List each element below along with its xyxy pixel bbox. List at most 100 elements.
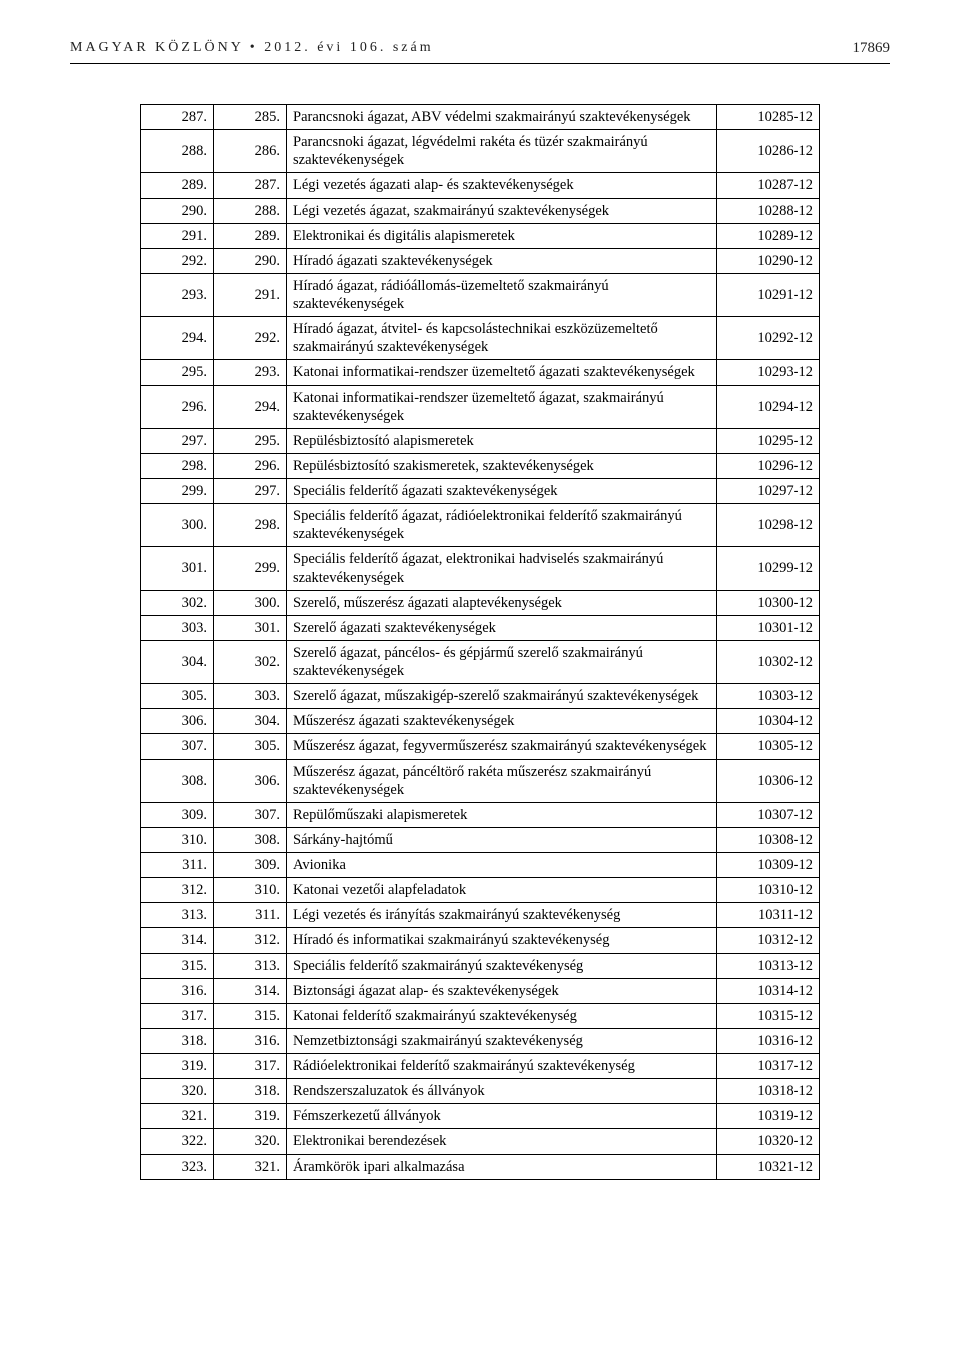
header-divider: [70, 63, 890, 64]
row-index-b: 316.: [214, 1028, 287, 1053]
row-description: Katonai felderítő szakmairányú szaktevék…: [287, 1003, 717, 1028]
row-code: 10291-12: [717, 273, 820, 316]
row-description: Légi vezetés és irányítás szakmairányú s…: [287, 903, 717, 928]
row-index-a: 292.: [141, 248, 214, 273]
row-index-a: 323.: [141, 1154, 214, 1179]
page-header: MAGYAR KÖZLÖNY • 2012. évi 106. szám 178…: [70, 40, 890, 57]
row-code: 10317-12: [717, 1054, 820, 1079]
row-index-b: 312.: [214, 928, 287, 953]
row-code: 10297-12: [717, 479, 820, 504]
table-row: 293.291.Híradó ágazat, rádióállomás-üzem…: [141, 273, 820, 316]
row-index-a: 295.: [141, 360, 214, 385]
table-row: 296.294.Katonai informatikai-rendszer üz…: [141, 385, 820, 428]
table-row: 322.320.Elektronikai berendezések10320-1…: [141, 1129, 820, 1154]
row-index-a: 302.: [141, 590, 214, 615]
table-row: 308.306.Műszerész ágazat, páncéltörő rak…: [141, 759, 820, 802]
row-index-a: 319.: [141, 1054, 214, 1079]
row-index-b: 319.: [214, 1104, 287, 1129]
row-code: 10310-12: [717, 878, 820, 903]
row-description: Avionika: [287, 853, 717, 878]
table-row: 289.287.Légi vezetés ágazati alap- és sz…: [141, 173, 820, 198]
row-index-a: 309.: [141, 802, 214, 827]
row-index-a: 301.: [141, 547, 214, 590]
row-index-a: 308.: [141, 759, 214, 802]
row-code: 10288-12: [717, 198, 820, 223]
row-index-a: 291.: [141, 223, 214, 248]
table-row: 313.311.Légi vezetés és irányítás szakma…: [141, 903, 820, 928]
row-index-b: 320.: [214, 1129, 287, 1154]
row-index-b: 300.: [214, 590, 287, 615]
row-code: 10287-12: [717, 173, 820, 198]
row-index-a: 298.: [141, 453, 214, 478]
row-code: 10304-12: [717, 709, 820, 734]
row-index-a: 322.: [141, 1129, 214, 1154]
row-index-b: 303.: [214, 684, 287, 709]
table-row: 301.299.Speciális felderítő ágazat, elek…: [141, 547, 820, 590]
row-code: 10296-12: [717, 453, 820, 478]
table-row: 323.321.Áramkörök ipari alkalmazása10321…: [141, 1154, 820, 1179]
row-index-b: 297.: [214, 479, 287, 504]
row-description: Rendszerszaluzatok és állványok: [287, 1079, 717, 1104]
row-index-a: 294.: [141, 317, 214, 360]
row-index-a: 316.: [141, 978, 214, 1003]
row-code: 10303-12: [717, 684, 820, 709]
table-row: 297.295.Repülésbiztosító alapismeretek10…: [141, 428, 820, 453]
row-description: Repülésbiztosító alapismeretek: [287, 428, 717, 453]
row-index-b: 307.: [214, 802, 287, 827]
row-index-a: 315.: [141, 953, 214, 978]
row-index-a: 320.: [141, 1079, 214, 1104]
row-index-a: 299.: [141, 479, 214, 504]
row-index-a: 303.: [141, 615, 214, 640]
row-code: 10301-12: [717, 615, 820, 640]
row-description: Speciális felderítő ágazat, elektronikai…: [287, 547, 717, 590]
data-table: 287.285.Parancsnoki ágazat, ABV védelmi …: [140, 104, 820, 1180]
row-description: Szerelő, műszerész ágazati alaptevékenys…: [287, 590, 717, 615]
table-row: 311.309.Avionika10309-12: [141, 853, 820, 878]
row-description: Elektronikai berendezések: [287, 1129, 717, 1154]
row-index-b: 321.: [214, 1154, 287, 1179]
row-index-b: 301.: [214, 615, 287, 640]
row-index-b: 288.: [214, 198, 287, 223]
row-index-b: 289.: [214, 223, 287, 248]
row-index-b: 313.: [214, 953, 287, 978]
row-index-b: 290.: [214, 248, 287, 273]
table-row: 300.298.Speciális felderítő ágazat, rádi…: [141, 504, 820, 547]
row-index-b: 294.: [214, 385, 287, 428]
row-code: 10298-12: [717, 504, 820, 547]
row-index-a: 317.: [141, 1003, 214, 1028]
row-code: 10302-12: [717, 640, 820, 683]
row-code: 10311-12: [717, 903, 820, 928]
row-code: 10314-12: [717, 978, 820, 1003]
row-index-a: 290.: [141, 198, 214, 223]
table-row: 310.308.Sárkány-hajtómű10308-12: [141, 827, 820, 852]
row-description: Híradó és informatikai szakmairányú szak…: [287, 928, 717, 953]
table-row: 292.290.Híradó ágazati szaktevékenységek…: [141, 248, 820, 273]
row-index-b: 298.: [214, 504, 287, 547]
row-description: Katonai vezetői alapfeladatok: [287, 878, 717, 903]
row-index-b: 291.: [214, 273, 287, 316]
row-code: 10294-12: [717, 385, 820, 428]
row-code: 10293-12: [717, 360, 820, 385]
row-description: Katonai informatikai-rendszer üzemeltető…: [287, 360, 717, 385]
header-publication: MAGYAR KÖZLÖNY • 2012. évi 106. szám: [70, 40, 434, 57]
row-description: Repülőműszaki alapismeretek: [287, 802, 717, 827]
row-description: Speciális felderítő ágazat, rádióelektro…: [287, 504, 717, 547]
row-index-b: 296.: [214, 453, 287, 478]
row-description: Műszerész ágazati szaktevékenységek: [287, 709, 717, 734]
table-row: 299.297.Speciális felderítő ágazati szak…: [141, 479, 820, 504]
row-code: 10307-12: [717, 802, 820, 827]
row-index-b: 311.: [214, 903, 287, 928]
row-index-b: 314.: [214, 978, 287, 1003]
table-row: 314.312.Híradó és informatikai szakmairá…: [141, 928, 820, 953]
row-description: Katonai informatikai-rendszer üzemeltető…: [287, 385, 717, 428]
row-index-a: 312.: [141, 878, 214, 903]
row-code: 10309-12: [717, 853, 820, 878]
table-row: 316.314.Biztonsági ágazat alap- és szakt…: [141, 978, 820, 1003]
row-index-b: 299.: [214, 547, 287, 590]
row-description: Biztonsági ágazat alap- és szaktevékenys…: [287, 978, 717, 1003]
row-index-a: 289.: [141, 173, 214, 198]
table-row: 306.304.Műszerész ágazati szaktevékenysé…: [141, 709, 820, 734]
row-index-a: 287.: [141, 105, 214, 130]
row-description: Nemzetbiztonsági szakmairányú szaktevéke…: [287, 1028, 717, 1053]
table-row: 294.292.Híradó ágazat, átvitel- és kapcs…: [141, 317, 820, 360]
